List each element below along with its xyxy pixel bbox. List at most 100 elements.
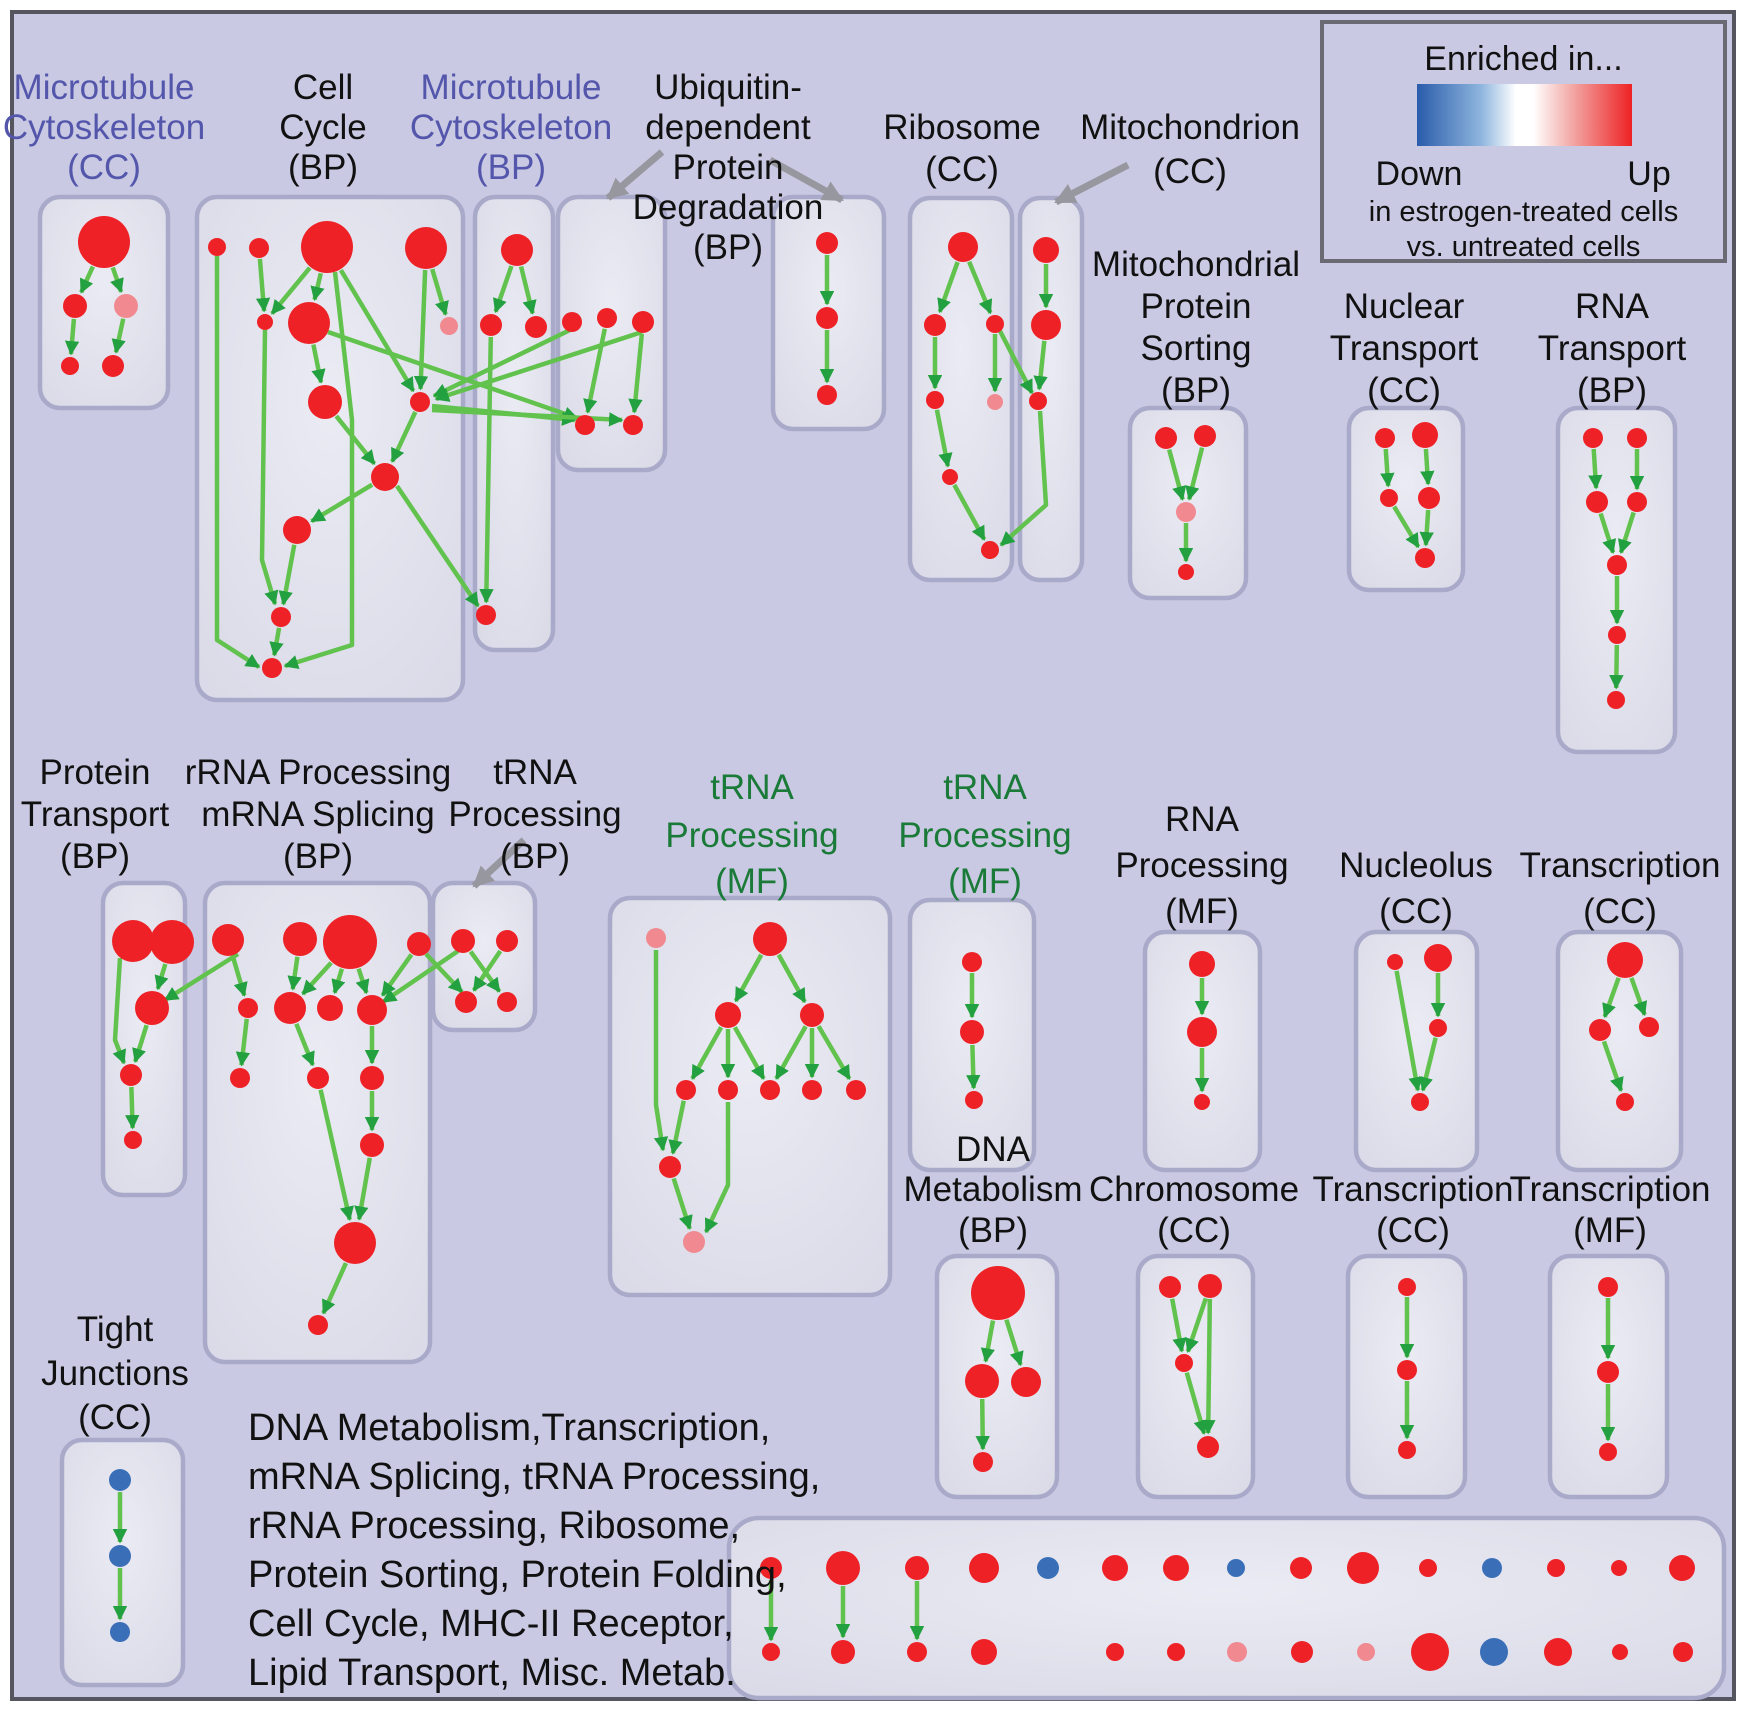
cluster-label-mitochondrion-cc-line2: (CC) — [1153, 152, 1227, 191]
go-term-node — [525, 316, 547, 338]
go-term-node — [1398, 1441, 1416, 1459]
go-term-node — [497, 992, 517, 1012]
cluster-box-rrna-processing-mrna-splicing-bp — [202, 880, 433, 1365]
cluster-label-nuclear-transport-cc-line1: Nuclear — [1343, 287, 1465, 326]
edge-arrow — [380, 953, 414, 997]
go-term-node — [135, 991, 169, 1025]
go-term-node — [1178, 564, 1194, 580]
edge-arrow — [331, 968, 346, 995]
cross-cluster-edge — [434, 329, 643, 402]
cluster-label-ubiquitin-degradation-bp-1-line4: Degradation — [632, 188, 824, 227]
edge-arrow — [628, 333, 645, 414]
edge-arrow — [518, 265, 537, 315]
go-term-node — [283, 516, 311, 544]
go-term-node — [676, 1080, 696, 1100]
edge-arrow — [975, 1398, 990, 1451]
go-term-node — [683, 1231, 705, 1253]
edge-arrow — [1420, 448, 1435, 486]
cluster-label-trna-processing-mf-2-line2: Processing — [898, 816, 1072, 855]
edge-arrow — [321, 1262, 349, 1315]
go-term-node — [948, 232, 978, 262]
edge-arrow — [311, 344, 326, 384]
colorbar-gradient — [1417, 84, 1632, 146]
misc-categories-text: DNA Metabolism,Transcription, mRNA Splici… — [248, 1404, 820, 1698]
go-term-node — [1176, 502, 1196, 522]
go-term-node — [1011, 1367, 1041, 1397]
go-term-node — [1598, 1277, 1618, 1297]
go-term-node — [623, 415, 643, 435]
cluster-label-trna-processing-mf-1-line3: (MF) — [715, 862, 789, 901]
cluster-label-mitochondrial-protein-sorting-bp-line4: (BP) — [1161, 371, 1231, 410]
go-term-node — [357, 995, 387, 1025]
go-term-node — [1607, 555, 1627, 575]
go-term-node — [965, 1091, 983, 1109]
go-term-node — [1106, 1643, 1124, 1661]
go-term-node — [1412, 422, 1438, 448]
edge-arrow — [390, 411, 418, 463]
go-term-node — [1480, 1638, 1508, 1666]
edge-arrow — [255, 258, 271, 313]
go-term-node — [942, 469, 958, 485]
go-term-node — [659, 1156, 681, 1178]
go-term-node — [124, 1131, 142, 1149]
edge-arrow — [110, 266, 124, 294]
edge-arrow — [132, 1024, 149, 1064]
go-term-node — [800, 1003, 824, 1027]
edge-arrow — [1185, 447, 1205, 501]
go-term-node — [965, 1364, 999, 1398]
edge-arrow — [1617, 511, 1636, 554]
go-term-node — [905, 1556, 929, 1580]
go-term-node — [230, 1068, 250, 1088]
edge-arrow — [980, 1320, 996, 1363]
edge-arrow — [270, 266, 312, 315]
label-pointer-arrow-trna-bp — [471, 837, 527, 889]
go-term-node — [61, 357, 79, 375]
go-term-node — [597, 308, 617, 328]
go-term-node — [981, 541, 999, 559]
edge-arrow — [1629, 977, 1648, 1017]
edge-arrow — [269, 627, 284, 657]
edge-arrow-path — [653, 950, 669, 1152]
cluster-label-microtubule-cytoskeleton-cc-line1: Microtubule — [13, 68, 195, 107]
go-term-node — [1198, 1274, 1222, 1298]
go-term-node — [632, 311, 654, 333]
label-pointer-arrow-ubiquitin-right — [768, 156, 844, 204]
go-term-node — [120, 1064, 142, 1086]
go-term-node — [1627, 428, 1647, 448]
go-term-node — [323, 915, 377, 969]
go-term-node — [1163, 1555, 1189, 1581]
edge-arrow — [235, 1018, 251, 1067]
go-term-node — [301, 221, 353, 273]
cluster-box-chromosome-cc — [1135, 1253, 1256, 1500]
go-term-node — [715, 1002, 741, 1028]
go-term-node — [407, 932, 431, 956]
go-term-node — [1424, 944, 1452, 972]
edge-arrow — [334, 414, 377, 466]
cluster-label-cell-cycle-bp-line1: Cell — [292, 68, 354, 107]
edge-arrow — [1004, 1319, 1024, 1367]
cluster-label-protein-transport-bp-line1: Protein — [39, 753, 151, 792]
cluster-label-nuclear-transport-cc-line3: (CC) — [1367, 371, 1441, 410]
cluster-label-nucleolus-cc-line1: Nucleolus — [1339, 846, 1493, 885]
go-term-node — [288, 302, 330, 344]
go-term-node — [1419, 1559, 1437, 1577]
cluster-label-ribosome-cc-line2: (CC) — [925, 150, 999, 189]
misc-text-line6: Lipid Transport, Misc. Metab. — [248, 1652, 736, 1694]
go-term-node — [924, 314, 946, 336]
cluster-label-transcription-mf-line2: (MF) — [1573, 1211, 1647, 1250]
cluster-label-dna-metabolism-bp-line2: Metabolism — [903, 1170, 1083, 1209]
go-term-node — [1375, 428, 1395, 448]
legend-down-label: Down — [1375, 155, 1463, 193]
go-term-node — [1102, 1555, 1128, 1581]
edge-arrow — [934, 409, 953, 468]
edge-arrow — [1185, 1297, 1208, 1353]
edge-arrow — [230, 955, 248, 997]
go-term-node — [718, 1080, 738, 1100]
cross-cluster-edge — [327, 329, 579, 421]
legend-title: Enriched in... — [1424, 40, 1623, 78]
go-term-node — [480, 314, 502, 336]
go-term-node — [762, 1643, 780, 1661]
go-term-node — [1031, 310, 1061, 340]
edge-arrow — [1201, 1298, 1216, 1435]
go-term-node — [1415, 548, 1435, 568]
